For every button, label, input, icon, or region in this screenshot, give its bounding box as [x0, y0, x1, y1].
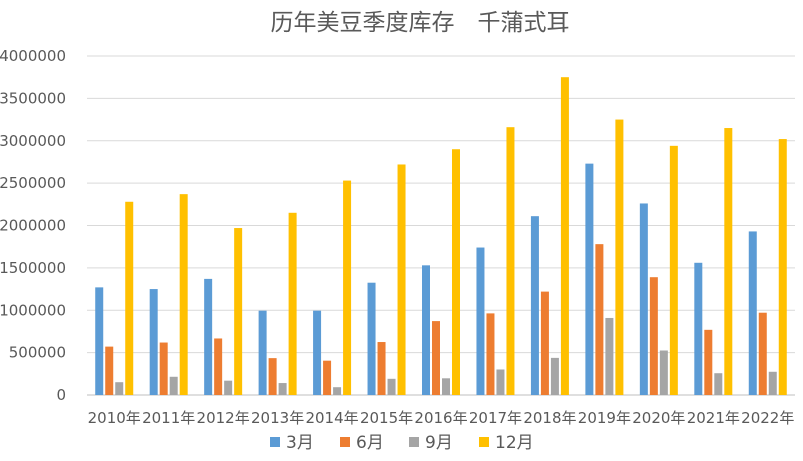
- bars: [95, 77, 787, 395]
- bar-2019年-6月: [595, 244, 604, 395]
- bar-2022年-6月: [758, 312, 767, 395]
- y-tick-label: 2000000: [0, 217, 66, 235]
- bar-2012年-6月: [214, 338, 223, 395]
- y-tick-label: 3500000: [0, 89, 66, 107]
- bar-2013年-9月: [278, 383, 287, 395]
- x-tick-label: 2018年: [523, 409, 576, 427]
- bar-2022年-3月: [748, 231, 757, 395]
- bar-2022年-9月: [768, 371, 777, 395]
- bar-2014年-3月: [313, 310, 322, 395]
- bar-2018年-3月: [530, 216, 539, 395]
- bar-2015年-9月: [387, 378, 396, 395]
- bar-2011年-9月: [169, 376, 178, 395]
- bar-2014年-12月: [343, 180, 352, 395]
- x-tick-label: 2014年: [305, 409, 358, 427]
- bar-2020年-3月: [639, 203, 648, 395]
- y-tick-label: 1000000: [0, 301, 66, 319]
- legend-label: 9月: [425, 433, 453, 453]
- bar-2020年-6月: [649, 277, 658, 395]
- x-tick-label: 2020年: [632, 409, 685, 427]
- legend-swatch: [270, 437, 280, 447]
- bar-2010年-6月: [105, 346, 114, 395]
- legend-item-9月: 9月: [409, 433, 453, 453]
- bar-2020年-9月: [659, 350, 668, 395]
- legend-swatch: [479, 437, 489, 447]
- bar-2012年-3月: [204, 278, 213, 395]
- bar-2016年-3月: [422, 265, 430, 395]
- bar-2018年-9月: [550, 357, 559, 395]
- bar-2021年-12月: [724, 128, 733, 395]
- bar-2019年-9月: [605, 317, 614, 395]
- legend-label: 12月: [495, 433, 534, 453]
- gridlines: [87, 55, 795, 396]
- x-tick-label: 2013年: [251, 409, 304, 427]
- bar-2012年-12月: [234, 228, 243, 395]
- bar-2021年-9月: [714, 373, 723, 395]
- y-tick-label: 1500000: [0, 259, 66, 277]
- bar-2020年-12月: [669, 145, 678, 395]
- x-tick-label: 2019年: [578, 409, 631, 427]
- x-tick-label: 2015年: [360, 409, 413, 427]
- x-axis: 2010年 2011年 2012年 2013年 2014年 2015年 2016年 2017年…: [88, 409, 795, 427]
- bar-2012年-9月: [224, 380, 233, 395]
- x-tick-label: 2022年: [741, 409, 794, 427]
- bar-2011年-3月: [149, 289, 158, 395]
- legend-item-12月: 12月: [479, 433, 534, 453]
- bar-2010年-12月: [125, 201, 134, 395]
- bar-2018年-12月: [560, 77, 569, 395]
- bar-2014年-9月: [333, 387, 342, 395]
- legend-swatch: [409, 437, 419, 447]
- legend-item-3月: 3月: [270, 433, 314, 453]
- x-tick-label: 2021年: [687, 409, 740, 427]
- bar-2021年-6月: [704, 329, 713, 395]
- bar-2016年-6月: [432, 321, 440, 395]
- bar-2022年-12月: [778, 139, 787, 395]
- bar-2017年-9月: [496, 369, 505, 395]
- bar-2019年-3月: [585, 163, 594, 395]
- y-tick-label: 4000000: [0, 47, 66, 65]
- bar-2017年-3月: [476, 247, 485, 395]
- x-tick-label: 2017年: [469, 409, 522, 427]
- bar-2021年-3月: [694, 262, 703, 395]
- y-axis: 0 500000 1000000 1500000 2000000 2500000 30000…: [0, 47, 66, 404]
- bar-2015年-3月: [367, 282, 376, 395]
- bar-2010年-9月: [115, 382, 124, 395]
- y-tick-label: 3000000: [0, 132, 66, 150]
- bar-2014年-6月: [323, 360, 332, 395]
- bar-2013年-3月: [258, 310, 267, 395]
- bar-2016年-12月: [452, 149, 460, 395]
- y-tick-label: 2500000: [0, 174, 66, 192]
- bar-2010年-3月: [95, 287, 104, 395]
- legend: 3月 6月 9月 12月: [270, 433, 534, 453]
- bar-2017年-12月: [506, 127, 515, 395]
- bar-2017年-6月: [486, 313, 495, 395]
- legend-item-6月: 6月: [340, 433, 384, 453]
- x-tick-label: 2011年: [142, 409, 195, 427]
- bar-2011年-6月: [159, 342, 168, 395]
- x-tick-label: 2016年: [414, 409, 467, 427]
- legend-label: 6月: [356, 433, 384, 453]
- bar-2016年-9月: [442, 378, 450, 395]
- bar-2013年-6月: [268, 358, 277, 395]
- legend-label: 3月: [286, 433, 314, 453]
- chart-title: 历年美豆季度库存 千蒲式耳: [271, 10, 570, 36]
- bar-2019年-12月: [615, 119, 624, 395]
- legend-swatch: [340, 437, 350, 447]
- y-tick-label: 0: [56, 386, 66, 404]
- bar-2015年-12月: [397, 164, 406, 395]
- bar-2013年-12月: [288, 212, 297, 395]
- bar-2018年-6月: [540, 291, 549, 395]
- x-tick-label: 2012年: [197, 409, 250, 427]
- bar-2015年-6月: [377, 342, 386, 395]
- y-tick-label: 500000: [9, 344, 66, 362]
- x-tick-label: 2010年: [88, 409, 141, 427]
- bar-2011年-12月: [179, 194, 188, 395]
